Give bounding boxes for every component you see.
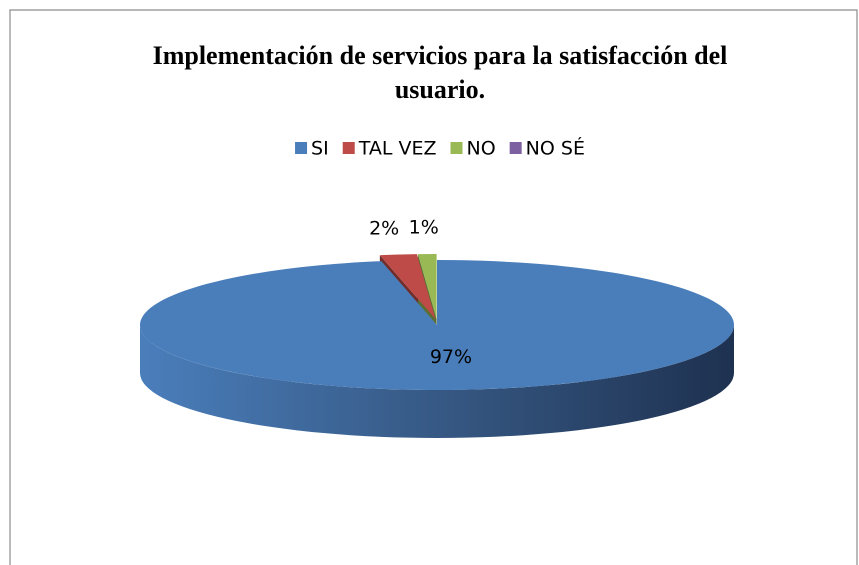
chart-title: Implementación de servicios para la sati…	[153, 41, 728, 70]
legend-label: SI	[311, 138, 329, 160]
legend-item: TAL VEZ	[342, 138, 437, 160]
legend-swatch	[295, 142, 308, 154]
legend-label: TAL VEZ	[358, 138, 437, 160]
slice	[140, 260, 735, 391]
data-label: 97%	[430, 346, 472, 368]
chart-title: usuario.	[395, 75, 485, 104]
legend-label: NO	[467, 138, 496, 160]
legend-item: NO	[450, 138, 496, 160]
legend-item: SI	[295, 138, 329, 160]
data-label: 1%	[409, 217, 439, 239]
slice-side	[140, 325, 734, 438]
legend-swatch	[509, 142, 522, 154]
chart-frame	[9, 9, 858, 565]
legend: SI TAL VEZ NO NO SÉ	[295, 137, 585, 160]
data-label: 2%	[369, 217, 399, 239]
pie: 97% 2% 1%	[140, 217, 735, 438]
legend-swatch	[342, 142, 355, 154]
legend-swatch	[450, 142, 463, 154]
slice	[379, 254, 436, 320]
legend-item: NO SÉ	[509, 137, 585, 160]
legend-label: NO SÉ	[526, 137, 585, 160]
slice	[417, 254, 437, 320]
